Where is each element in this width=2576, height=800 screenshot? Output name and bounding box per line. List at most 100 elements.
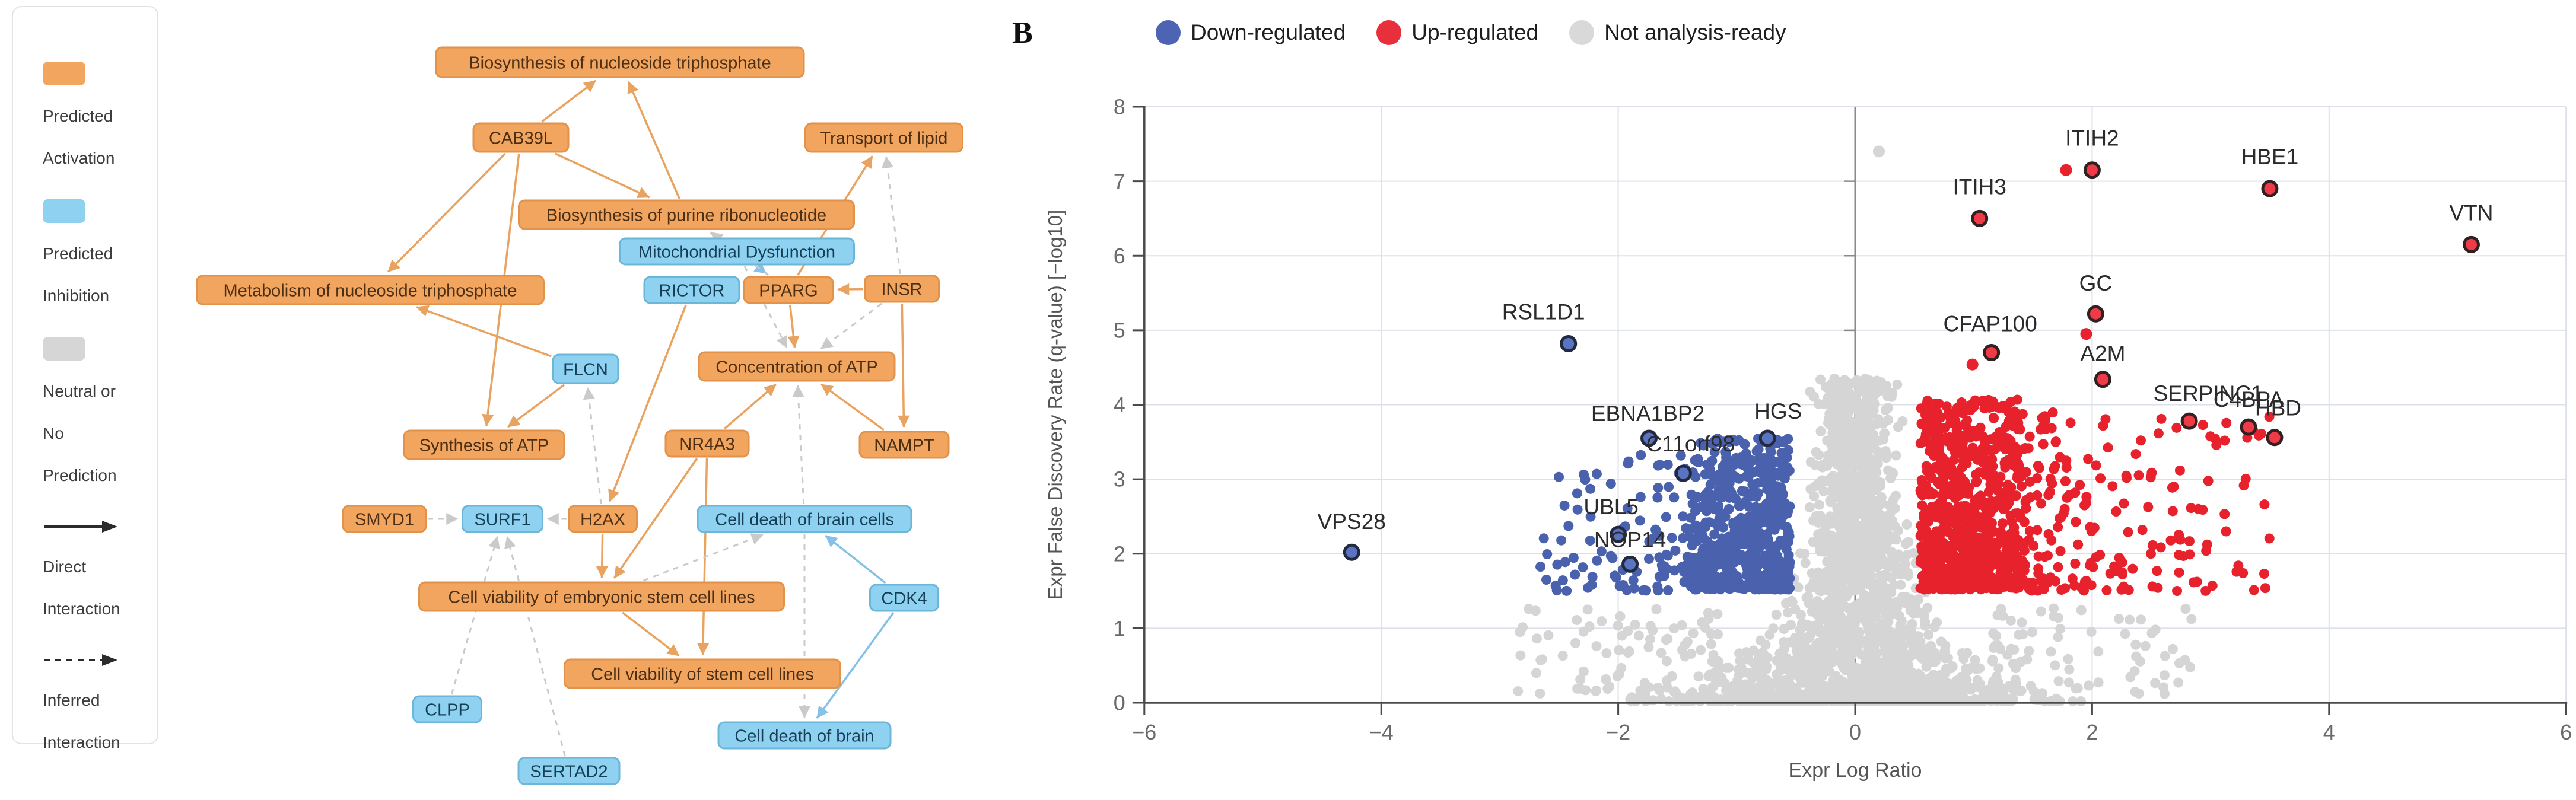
gene-label-CFAP100: CFAP100 [1943,311,2037,336]
volcano-point [2080,328,2092,340]
network-node-label: RICTOR [659,281,725,300]
network-edge-cdk4-brain_cells [825,534,886,584]
network-node-label: Concentration of ATP [715,358,878,377]
gene-label-HGS: HGS [1754,399,1802,423]
network-node-cell-viability-of-stem-cell-lines: Cell viability of stem cell lines [564,658,841,689]
y-tick-label: 7 [1114,169,1125,193]
neutral-swatch-icon [43,337,85,361]
legend-item-activation-swatch: Predicted Activation [43,62,150,179]
gene-label-C4BPA: C4BPA [2214,387,2284,412]
volcano-point-C4BPA [2240,418,2257,436]
network-edge-insr-atp_conc [820,302,883,350]
volcano-legend-item-not-analysis-ready: Not analysis-ready [1569,20,1786,45]
network-node-label: NAMPT [874,436,934,455]
network-node-mitochondrial-dysfunction: Mitochondrial Dysfunction [619,237,855,266]
network-node-label: PPARG [759,281,818,300]
network-edge-insr-nampt [898,303,910,428]
legend-text: Prediction [43,466,117,485]
y-tick-label: 5 [1114,318,1125,342]
network-edge-embryonic-brain_cells [643,533,764,582]
panel-b-label: B [1012,16,1033,50]
network-node-concentration-of-atp: Concentration of ATP [698,351,896,382]
network-nodes: Biosynthesis of nucleoside triphosphate C… [196,46,963,785]
network-edge-nr4a3-embryonic [613,458,698,579]
legend-label: Up-regulated [1411,20,1539,44]
y-tick-label: 2 [1114,541,1125,566]
network-edge-flcn-metab_nt [416,305,552,358]
legend-text: Neutral or [43,381,116,400]
gene-label-VPS28: VPS28 [1318,509,1386,534]
network-edge-cab39l-metab_nt [387,152,506,273]
volcano-point-CFAP100 [1983,344,2001,362]
inhibition-swatch-icon [43,199,85,223]
x-axis-title: Expr Log Ratio [1789,759,1922,782]
gene-label-A2M: A2M [2080,342,2125,366]
legend-text: Direct [43,557,87,576]
y-axis-title: Expr False Discovery Rate (q-value) [−lo… [1044,210,1066,600]
network-node-cell-death-of-brain: Cell death of brain [717,721,892,750]
legend-text: Predicted [43,244,113,263]
volcano-point [1849,692,1861,705]
gene-label-ITIH2: ITIH2 [2065,126,2119,151]
network-edge-h2ax-flcn [583,387,602,505]
volcano-point [1872,145,1885,158]
direct-interaction-arrow-icon [44,521,117,533]
network-node-label: Synthesis of ATP [419,436,549,455]
network-node-label: SURF1 [474,510,530,529]
inferred-interaction-arrow-icon [44,654,117,666]
volcano-legend-item-up-regulated: Up-regulated [1376,20,1538,45]
volcano-point-A2M [2094,371,2111,388]
legend-dot-icon [1156,20,1181,45]
network-node-cab39l: CAB39L [472,122,570,153]
volcano-point-ITIH3 [1971,209,1989,227]
x-tick-label: −2 [1606,720,1630,744]
network-node-cell-death-of-brain-cells: Cell death of brain cells [697,505,912,533]
network-edge-bio_purine-bio_nt [627,81,680,199]
x-tick-label: −6 [1132,720,1156,744]
network-node-insr: INSR [864,275,940,303]
network-edge-embryonic-stem_lines [622,611,680,657]
network-node-label: Biosynthesis of purine ribonucleotide [546,206,826,225]
volcano-point-UBL5 [1610,525,1627,543]
legend-item-neutral-swatch: Neutral or No Prediction [43,337,150,496]
network-node-transport-of-lipid: Transport of lipid [804,122,963,153]
network-node-label: Cell death of brain [734,726,874,745]
y-tick-label: 8 [1114,95,1125,119]
y-tick-label: 4 [1114,393,1125,417]
network-node-label: Mitochondrial Dysfunction [638,243,835,262]
network-node-cell-viability-of-embryonic-stem-cell-lines: Cell viability of embryonic stem cell li… [418,581,785,612]
network-node-nr4a3: NR4A3 [664,429,750,458]
network-node-h2ax: H2AX [568,505,638,533]
network-node-label: INSR [881,280,922,299]
gene-label-GC: GC [2079,271,2113,295]
network-node-surf1: SURF1 [462,505,543,533]
network-node-label: Transport of lipid [820,129,948,148]
y-tick-label: 3 [1114,467,1125,492]
network-node-sertad2: SERTAD2 [517,757,621,785]
network-node-biosynthesis-of-nucleoside-triphosphate: Biosynthesis of nucleoside triphosphate [435,46,805,78]
pathway-network-canvas: Biosynthesis of nucleoside triphosphate C… [196,46,963,785]
y-tick-label: 6 [1114,244,1125,268]
legend-text: Interaction [43,732,120,751]
network-edge-nr4a3-atp_conc [723,383,777,430]
network-node-label: SMYD1 [355,510,414,529]
y-tick-label: 1 [1114,616,1125,640]
network-edge-cdk4-brain [816,611,895,719]
volcano-point [2060,164,2072,176]
network-node-nampt: NAMPT [858,431,950,459]
network-edge-brain_cells-atp_conc [792,385,805,505]
volcano-point-VPS28 [1343,543,1360,561]
gene-label-HBE1: HBE1 [2241,145,2299,169]
cloud-gray [1513,374,2197,706]
network-edge-insr-lipid [881,156,901,275]
legend-text: Activation [43,148,115,167]
legend-text: Interaction [43,599,120,618]
legend-item-arrow-solid: Direct Interaction [43,517,150,630]
x-tick-label: 0 [1849,720,1861,744]
network-edge-pparg-atp_conc [787,304,800,348]
legend-text: Predicted [43,106,113,125]
legend-item-inhibition-swatch: Predicted Inhibition [43,199,150,317]
volcano-point [1966,358,1979,371]
legend-text: No [43,423,64,442]
x-tick-label: 4 [2323,720,2335,744]
